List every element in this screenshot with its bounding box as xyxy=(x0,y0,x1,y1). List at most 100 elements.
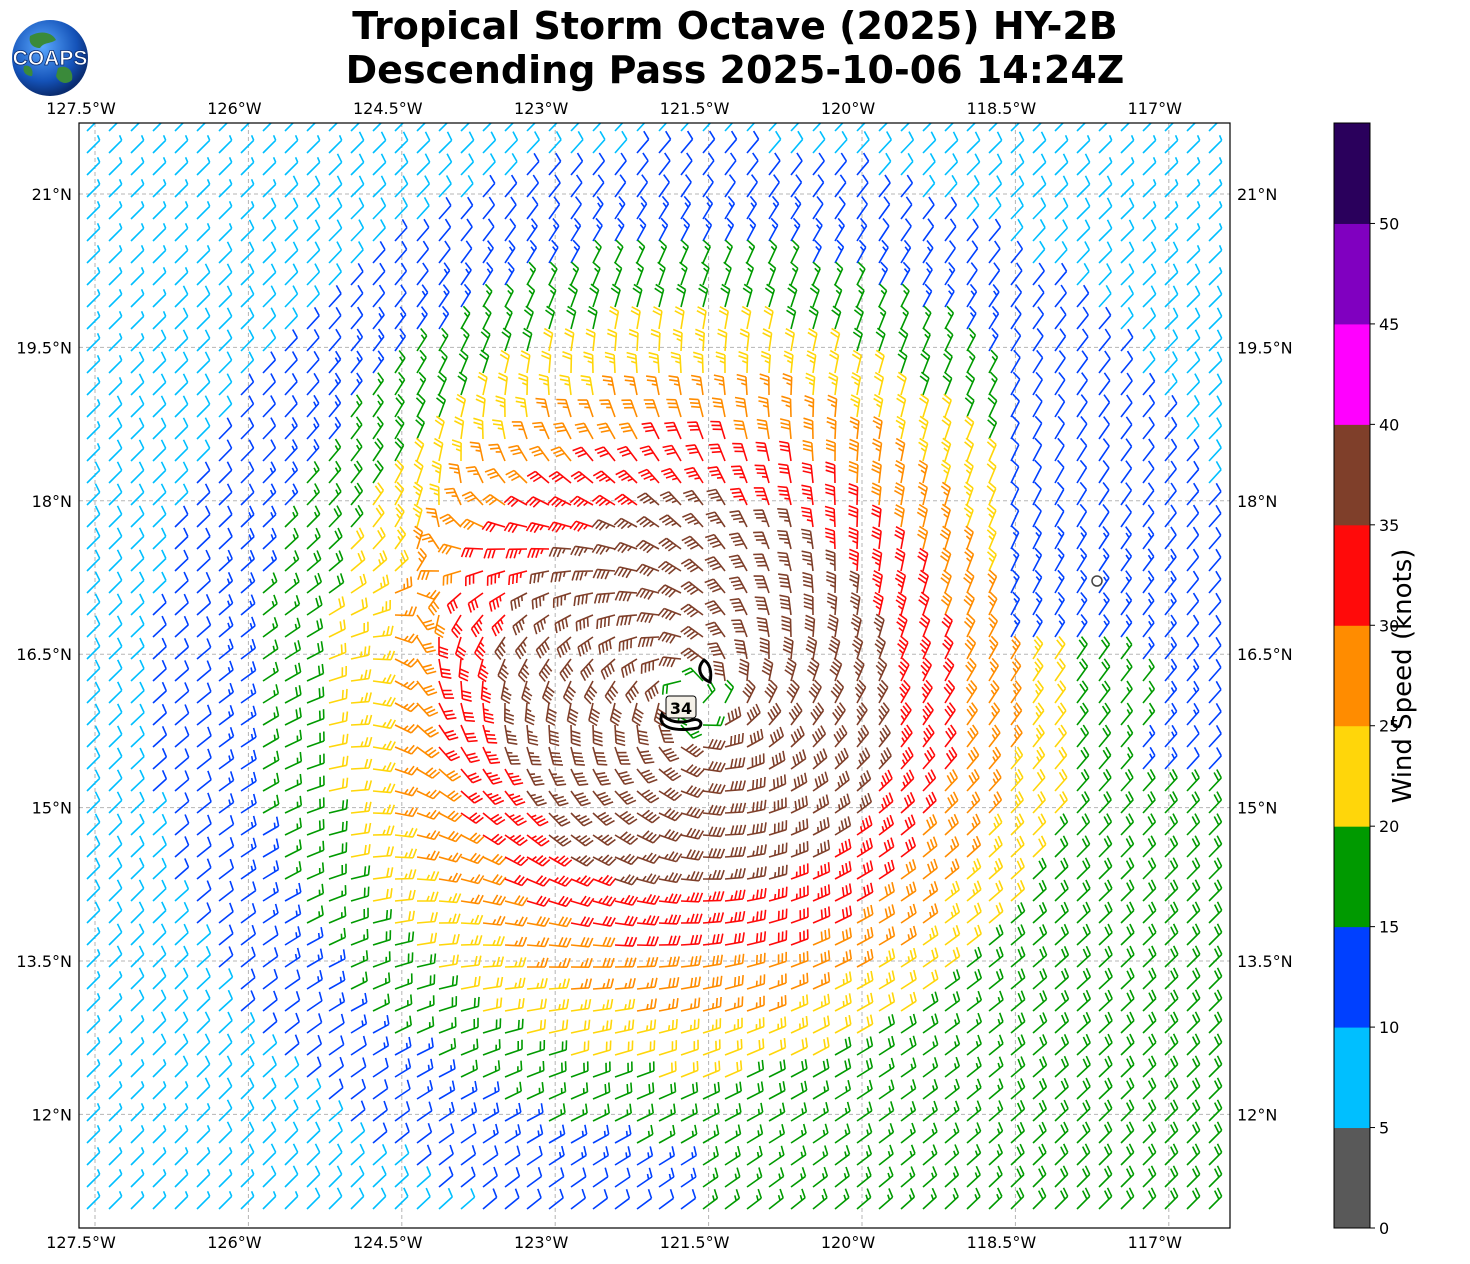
wind-barb xyxy=(761,657,774,682)
wind-barb xyxy=(641,422,660,440)
wind-barb xyxy=(636,1082,655,1100)
lon-tick-top: 126°W xyxy=(207,99,262,118)
wind-barb xyxy=(784,657,797,682)
wind-barb xyxy=(460,1166,476,1188)
wind-barb xyxy=(1076,262,1090,286)
wind-barb xyxy=(1142,746,1156,770)
wind-barb xyxy=(262,903,279,924)
wind-barb xyxy=(1164,526,1177,550)
wind-barb xyxy=(416,349,427,374)
wind-barb xyxy=(306,1056,322,1078)
wind-barb xyxy=(875,327,886,352)
wind-barb xyxy=(108,703,123,726)
wind-barb xyxy=(680,785,705,798)
wind-barb xyxy=(874,349,885,374)
wind-barb xyxy=(790,929,809,946)
wind-barb xyxy=(570,812,593,827)
wind-barb xyxy=(583,351,594,374)
wind-barb xyxy=(724,1188,741,1210)
wind-barb xyxy=(218,417,233,440)
wind-barb xyxy=(963,591,975,616)
wind-barb xyxy=(574,422,594,440)
wind-barb xyxy=(944,327,954,352)
wind-barb xyxy=(174,505,189,528)
wind-barb xyxy=(724,152,737,176)
wind-barb xyxy=(1142,285,1157,308)
wind-barb xyxy=(350,131,365,154)
wind-barb xyxy=(504,957,527,968)
wind-barb xyxy=(897,349,908,374)
wind-barb xyxy=(570,239,581,264)
wind-barb xyxy=(724,1060,743,1078)
wind-barb xyxy=(1010,327,1022,352)
wind-barb xyxy=(482,702,495,724)
wind-barb xyxy=(645,375,660,396)
wind-barb xyxy=(86,442,101,462)
wind-barb xyxy=(504,283,514,308)
wind-barb xyxy=(1032,328,1044,352)
wind-barb xyxy=(372,460,384,484)
wind-barb xyxy=(848,482,859,506)
wind-barb xyxy=(240,395,255,418)
wind-barb xyxy=(1186,329,1201,352)
wind-barb xyxy=(636,956,659,968)
wind-barb xyxy=(438,1187,454,1210)
wind-barb xyxy=(196,682,212,704)
wind-barb xyxy=(1010,459,1020,484)
wind-barb xyxy=(944,991,961,1012)
wind-barb xyxy=(922,903,939,924)
wind-barb xyxy=(1164,1011,1179,1034)
wind-barb xyxy=(174,726,190,748)
wind-barb xyxy=(130,857,145,880)
colorbar-segment xyxy=(1334,926,1370,1028)
wind-barb xyxy=(1032,1121,1047,1144)
wind-barb xyxy=(196,1011,211,1034)
wind-barb xyxy=(1098,658,1111,682)
wind-barb xyxy=(680,743,705,758)
wind-barb xyxy=(504,812,527,827)
wind-barb xyxy=(548,1061,567,1078)
wind-barb xyxy=(632,283,643,308)
wind-barb xyxy=(1032,131,1047,154)
wind-barb xyxy=(614,978,636,990)
wind-barb xyxy=(1142,200,1157,220)
wind-barb xyxy=(152,1168,167,1188)
wind-barb xyxy=(434,415,445,440)
wind-barb xyxy=(240,1168,255,1188)
wind-barb xyxy=(130,395,145,418)
wind-barb xyxy=(108,123,119,132)
wind-barb xyxy=(438,123,449,132)
wind-barb xyxy=(852,327,863,352)
wind-barb xyxy=(108,857,123,880)
wind-barb xyxy=(636,1019,657,1034)
wind-barb xyxy=(394,1165,410,1188)
wind-barb xyxy=(240,285,255,308)
wind-barb xyxy=(350,416,363,440)
wind-barb xyxy=(448,463,462,484)
wind-barb xyxy=(306,819,325,836)
wind-barb xyxy=(262,728,280,748)
wind-barb xyxy=(306,285,321,308)
wind-barb xyxy=(613,566,638,579)
wind-barb xyxy=(900,947,917,968)
wind-barb xyxy=(1010,481,1020,506)
wind-barb xyxy=(878,239,889,264)
wind-barb xyxy=(196,858,212,880)
wind-barb xyxy=(1208,1165,1223,1188)
wind-barb xyxy=(944,153,959,176)
wind-barb xyxy=(1142,923,1157,946)
wind-barb xyxy=(1032,1034,1048,1056)
wind-barb xyxy=(108,439,123,462)
wind-barb xyxy=(1120,328,1134,352)
wind-barb xyxy=(152,1058,167,1078)
wind-barb xyxy=(878,1057,895,1078)
wind-barb xyxy=(570,875,595,887)
wind-barb xyxy=(988,1100,1004,1122)
wind-barb xyxy=(500,680,512,705)
wind-barb xyxy=(657,261,666,286)
wind-barb xyxy=(827,394,838,418)
wind-barb xyxy=(614,590,638,602)
wind-barb xyxy=(240,881,257,902)
wind-barb xyxy=(599,399,616,418)
wind-barb xyxy=(756,418,770,440)
